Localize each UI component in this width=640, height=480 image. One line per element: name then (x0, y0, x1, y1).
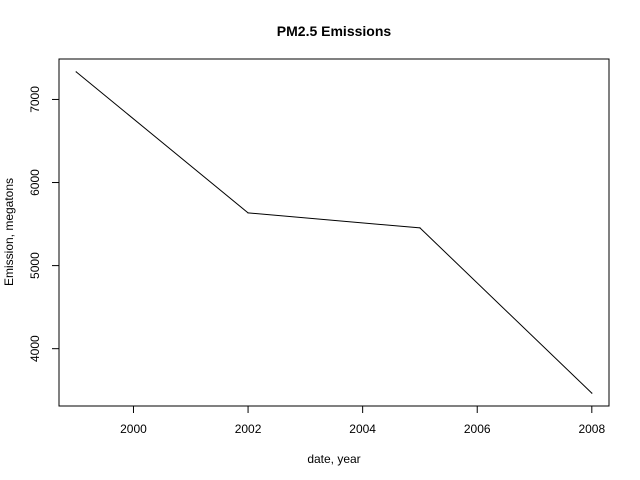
plot-area-frame (58, 58, 610, 407)
y-axis: 4000 5000 6000 7000 (28, 86, 60, 362)
emissions-data-point (591, 392, 593, 394)
x-tick-label: 2008 (578, 422, 605, 436)
y-axis-label: Emission, megatons (2, 178, 16, 286)
emissions-data-point (75, 71, 77, 73)
series-layer (75, 71, 593, 394)
y-tick-label: 6000 (28, 169, 42, 196)
chart-title: PM2.5 Emissions (277, 23, 392, 39)
x-tick-label: 2002 (235, 422, 262, 436)
x-tick-label: 2006 (464, 422, 491, 436)
y-tick-label: 5000 (28, 252, 42, 279)
x-axis: 2000 2002 2004 2006 2008 (120, 405, 605, 436)
emissions-series-line (75, 71, 593, 394)
x-tick-label: 2004 (349, 422, 376, 436)
x-axis-label: date, year (307, 452, 360, 466)
x-tick-label: 2000 (120, 422, 147, 436)
y-tick-label: 4000 (28, 335, 42, 362)
emissions-data-point (247, 212, 249, 214)
emissions-data-point (419, 227, 421, 229)
y-tick-label: 7000 (28, 86, 42, 113)
